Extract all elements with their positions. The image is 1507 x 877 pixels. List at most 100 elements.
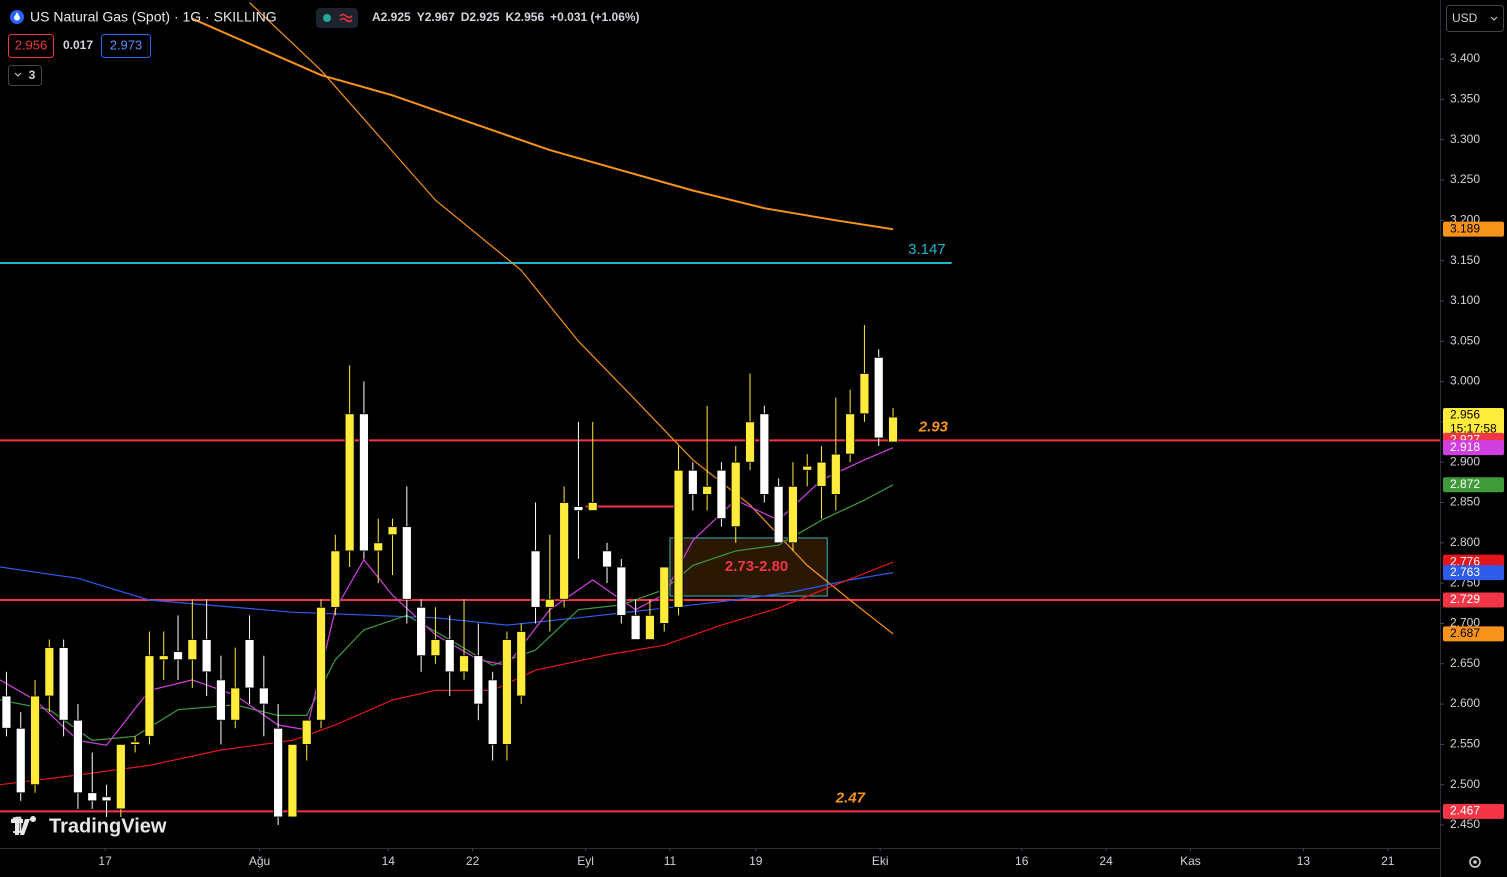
candle-body [387, 526, 398, 536]
candle-body [244, 639, 255, 689]
candle-body [816, 461, 827, 487]
candle-body [487, 679, 498, 745]
price-badge [1443, 477, 1504, 493]
price-badge-label: 3.189 [1450, 221, 1480, 235]
candle-body [401, 526, 412, 600]
candle-body [30, 695, 40, 786]
price-badge [1443, 440, 1504, 456]
chevron [1490, 16, 1498, 21]
price-badge-label: 2.467 [1450, 803, 1480, 817]
candle-body [630, 614, 641, 640]
x-tick-label: 16 [1015, 854, 1029, 868]
y-tick-label: 2.500 [1450, 777, 1480, 791]
ohlc-legend: A2.925 Y2.967 D2.925 K2.956 +0.031 (+1.06%) [372, 10, 640, 24]
price-badge [1443, 592, 1504, 608]
bid-price: 2.956 [15, 37, 48, 52]
y-tick-label: 2.450 [1450, 817, 1480, 831]
price-badge [1443, 565, 1504, 581]
x-tick-label: 21 [1381, 854, 1395, 868]
moving-average [0, 566, 894, 626]
candle-body [573, 506, 584, 511]
candle-body [759, 413, 770, 495]
candle-body [273, 727, 284, 818]
candle-body [559, 502, 570, 600]
status-pill[interactable] [316, 8, 358, 28]
price-badge-label: 2.763 [1450, 565, 1480, 579]
price-badge [1443, 803, 1504, 819]
x-tick-label: 17 [98, 854, 112, 868]
candle-body [416, 606, 427, 657]
candle-body [201, 639, 212, 673]
candle-body [645, 614, 655, 640]
candle-body [602, 550, 612, 568]
candle-body [287, 743, 298, 818]
price-badge-label: 2.918 [1450, 440, 1480, 454]
y-tick-label: 3.100 [1450, 293, 1480, 307]
x-tick-label: 24 [1099, 854, 1113, 868]
candle-body [459, 655, 469, 673]
candle-body [1, 695, 12, 729]
y-tick-label: 2.650 [1450, 656, 1480, 670]
candle-body [301, 719, 312, 745]
candle-body [873, 356, 884, 439]
y-tick-label: 3.050 [1450, 333, 1480, 347]
ohlc-change: +0.031 (+1.06%) [550, 10, 639, 24]
y-tick-label: 2.550 [1450, 737, 1480, 751]
candle-body [502, 639, 512, 745]
y-tick-label: 3.350 [1450, 92, 1480, 106]
x-tick-label: 11 [664, 854, 677, 868]
symbol-icon-drop [14, 12, 20, 21]
moving-average [0, 561, 894, 786]
buy-button[interactable] [101, 34, 151, 58]
candle-body [44, 647, 55, 697]
candle-body [330, 550, 341, 608]
candle-body [516, 631, 527, 697]
ohlc-key: Y [417, 10, 425, 24]
spread: 0.017 [63, 38, 93, 52]
symbol-title[interactable]: US Natural Gas (Spot) · 1G · SKILLING [30, 9, 277, 25]
candle-body [158, 655, 169, 661]
candle-body [788, 485, 798, 544]
candle-body [716, 469, 727, 520]
x-tick-label: 13 [1297, 854, 1311, 868]
price-badge-label: 2.687 [1450, 626, 1480, 640]
currency-select[interactable] [1446, 5, 1504, 32]
price-badge [1443, 626, 1504, 642]
candle-body [316, 606, 326, 721]
moving-average [249, 2, 894, 635]
candle-body [845, 413, 856, 455]
data-status [339, 13, 353, 23]
ask-price: 2.973 [110, 37, 143, 52]
y-tick-label: 3.300 [1450, 132, 1480, 146]
candle-body [344, 413, 355, 552]
candle-body [258, 687, 269, 705]
candle-body [58, 647, 69, 721]
candle-body [544, 598, 555, 608]
plot-area: 3.147 2.93 2.47 2.73-2.80 [0, 2, 1440, 826]
y-tick-label: 2.850 [1450, 495, 1480, 509]
y-tick-label: 2.800 [1450, 535, 1480, 549]
candle-body [73, 719, 83, 794]
sell-button[interactable] [8, 34, 54, 58]
candle-body [187, 639, 198, 661]
ohlc-key: A [372, 10, 381, 24]
currency: USD [1452, 11, 1478, 25]
logo[interactable]: TradingView [49, 815, 167, 837]
candle-body [673, 469, 684, 608]
indicators-toggle[interactable] [8, 65, 42, 86]
market-status [323, 14, 331, 22]
candle-body [473, 655, 484, 705]
price-badge-label: 2.776 [1450, 554, 1480, 568]
y-tick-label: 3.150 [1450, 253, 1480, 267]
price-badge [1443, 408, 1504, 439]
candle-body [130, 741, 141, 745]
candle-body [173, 651, 183, 661]
candle-body [587, 502, 598, 511]
candle-body [802, 465, 813, 471]
candle-body [87, 792, 98, 802]
logo-icon [11, 816, 36, 835]
candle-body [444, 639, 455, 673]
candle-body [430, 639, 441, 657]
settings-button[interactable] [1469, 856, 1481, 868]
